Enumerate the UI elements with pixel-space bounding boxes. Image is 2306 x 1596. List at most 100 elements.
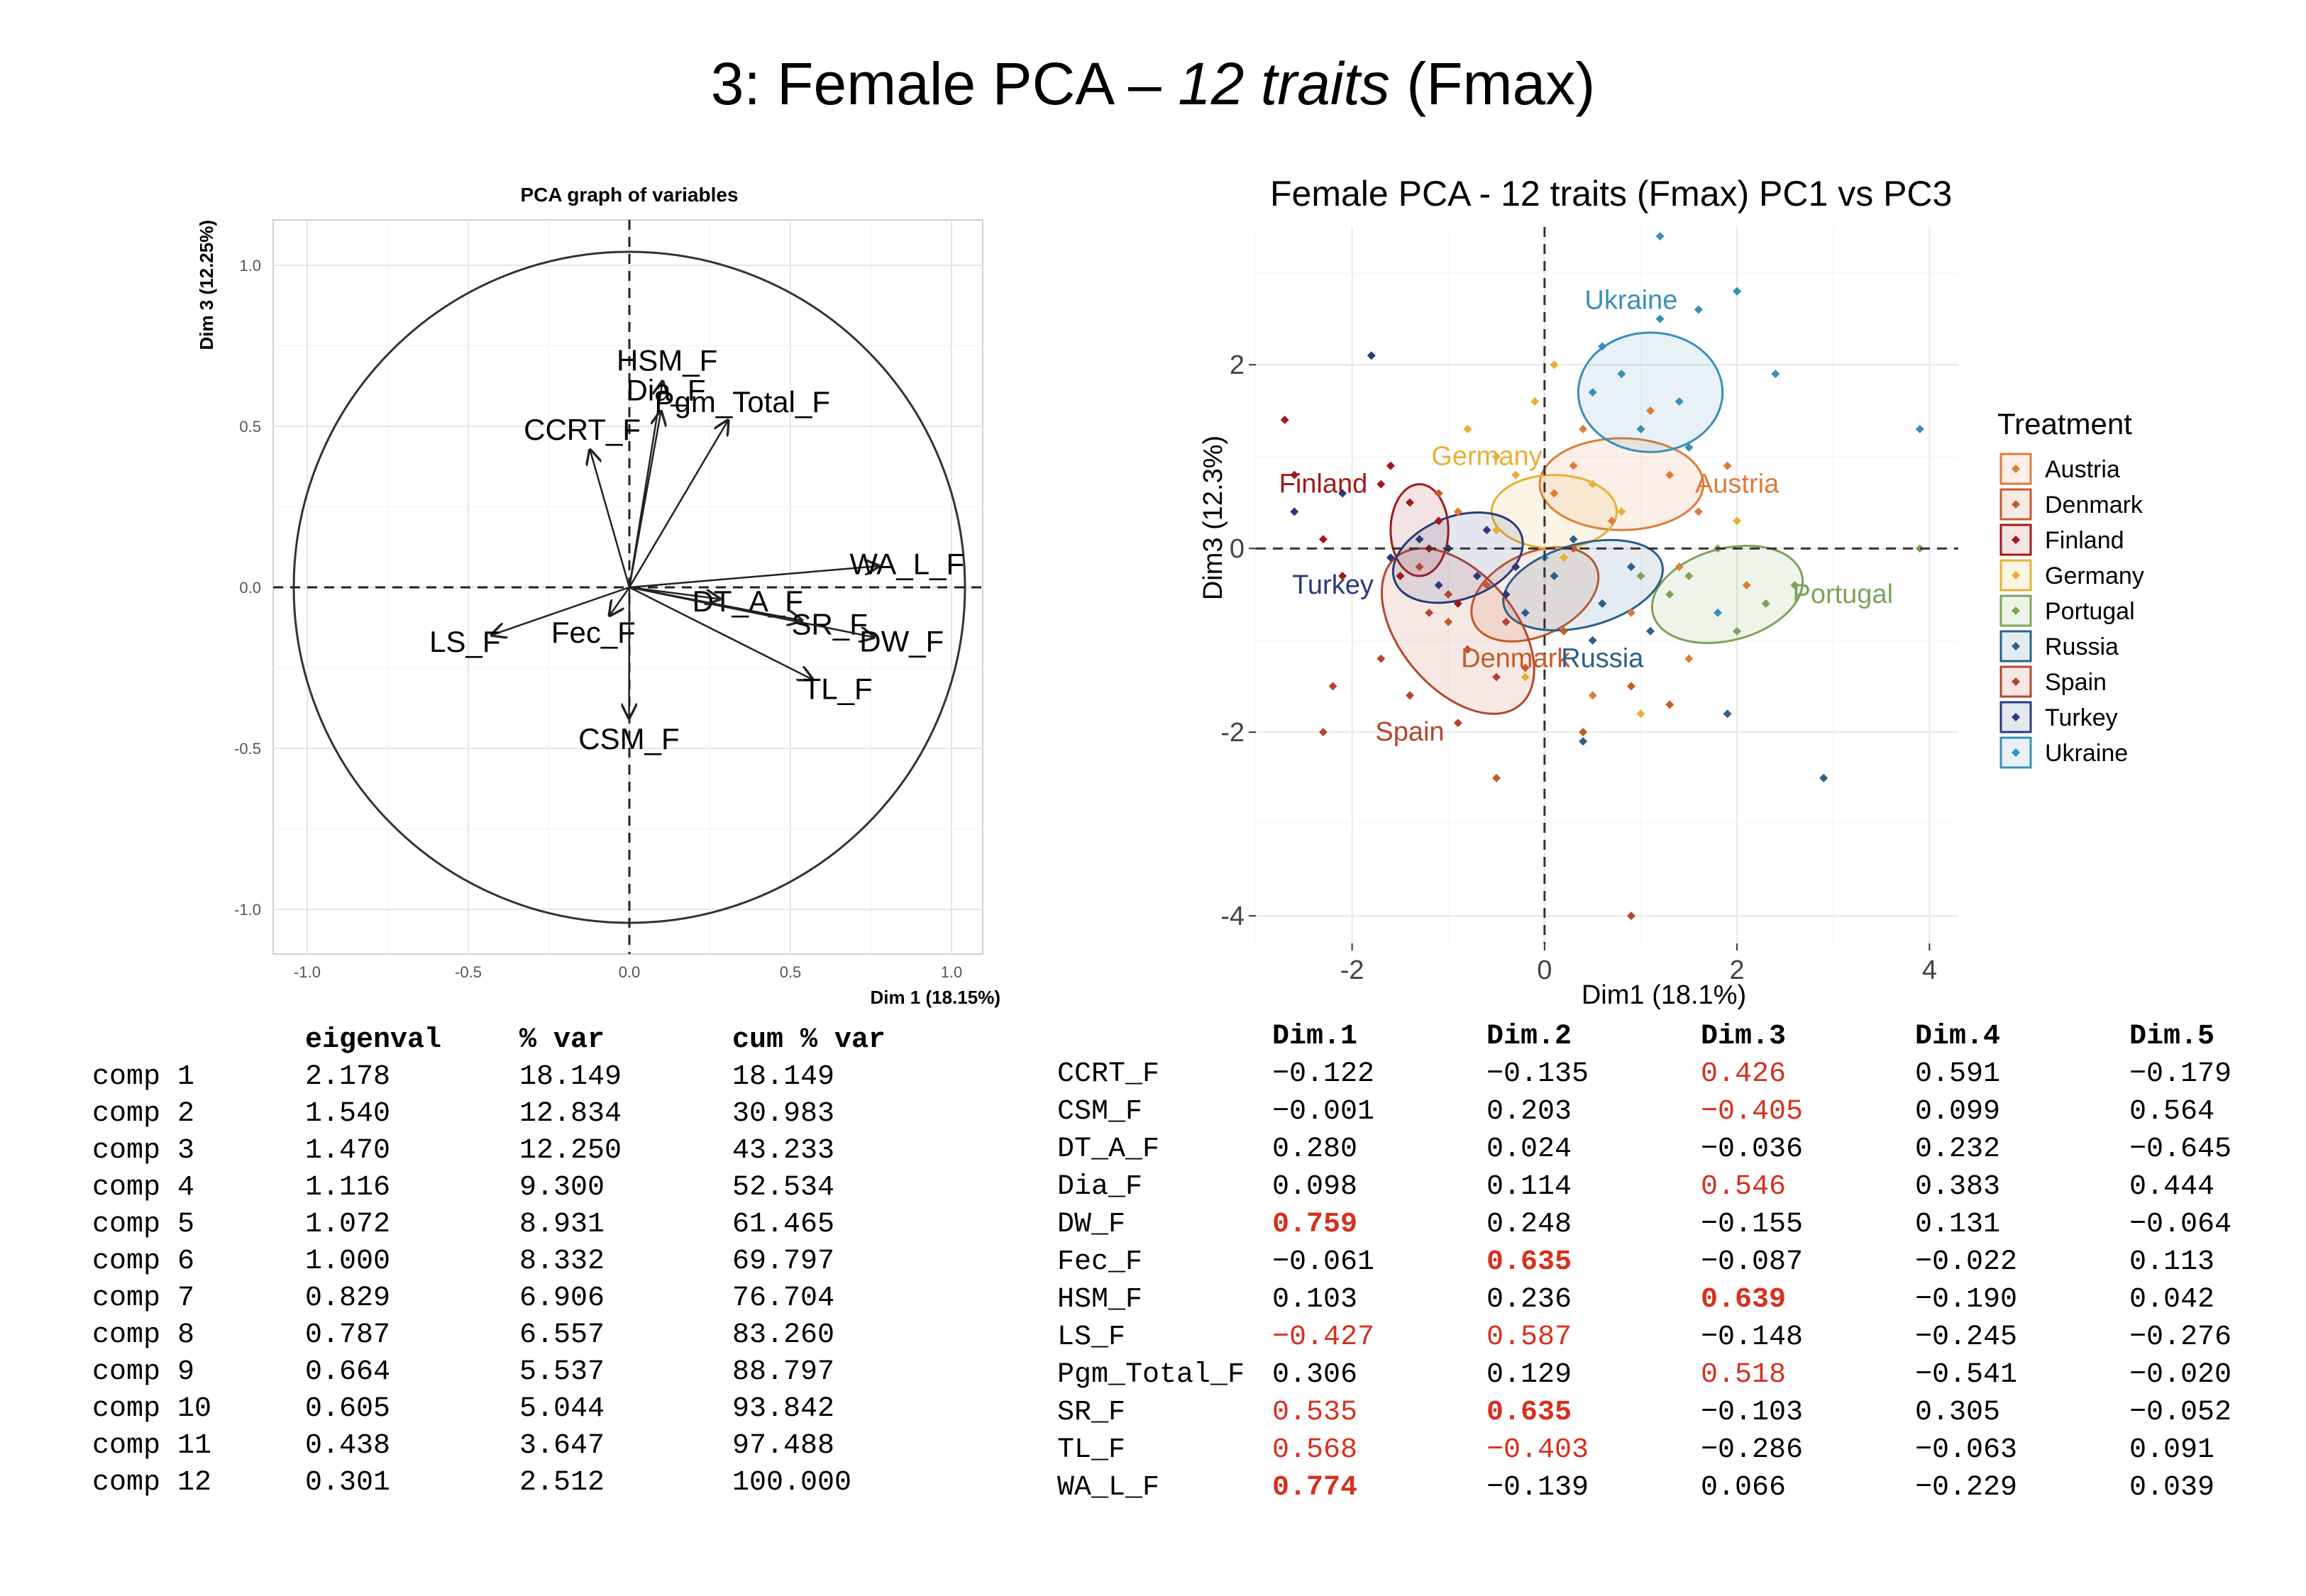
variable-label: DW_F [859,624,944,658]
pca-variables-chart: -1.0 -1.0 -0.5 -0.5 0.0 0.0 0.5 0.5 1.0 1.0 HSM_F… [196,184,1000,1008]
data-point [1684,443,1694,452]
tick-labels: -1.0 -1.0 -0.5 -0.5 0.0 0.0 0.5 0.5 1.0 1.0 [234,257,962,981]
variable-arrow [629,566,878,589]
table-row: Dia_F 0.098 0.114 0.546 0.383 0.444 [1057,1168,2243,1206]
group-label: Portugal [1792,580,1893,609]
table-cell: 30.983 [732,1097,835,1130]
legend-label: Spain [2045,669,2107,696]
data-point [1463,424,1472,433]
data-point [1425,608,1434,617]
table-cell: comp 5 [92,1208,195,1241]
legend-label: Denmark [2045,492,2144,519]
data-point [1636,424,1645,433]
table-cell: −0.405 [1701,1096,1804,1128]
data-point [1318,728,1328,737]
data-point [1338,572,1347,581]
table-cell: comp 2 [92,1097,195,1130]
table-cell: 2.178 [305,1060,391,1093]
table-cell: 0.114 [1486,1171,1572,1203]
data-point [1626,563,1635,572]
table-row: TL_F 0.568 −0.403 −0.286 −0.063 0.091 [1057,1431,2243,1469]
data-point [1338,489,1347,498]
legend-label: Portugal [2045,598,2135,625]
data-point [1559,626,1568,636]
legend-key [1999,488,2032,521]
data-point [1655,231,1665,240]
table-cell: 1.540 [305,1097,391,1130]
table-cell: −0.645 [2129,1134,2232,1165]
table-row: Pgm_Total_F 0.306 0.129 0.518 −0.541 −0.020 [1057,1356,2243,1394]
table-row: CCRT_F −0.122 −0.135 0.426 0.591 −0.179 [1057,1055,2243,1093]
table-cell: 52.534 [732,1171,835,1204]
table-cell: 12.834 [519,1097,622,1130]
legend-marker [2012,713,2020,721]
title-suffix: (Fmax) [1389,50,1596,117]
table-cell: 1.116 [305,1171,391,1204]
data-point [1579,737,1588,746]
data-point [1626,682,1635,691]
data-point [1290,507,1299,516]
table-row: comp 2 1.540 12.834 30.983 [92,1095,945,1132]
data-point [1742,581,1751,589]
data-point [1530,397,1540,406]
table-cell: 0.129 [1486,1359,1572,1391]
data-point [1501,617,1511,626]
data-point [1492,672,1501,682]
group-label: Germany [1431,442,1542,472]
data-point [1723,709,1732,719]
x-axis-label: Dim 1 (18.15%) [870,987,1000,1008]
table-cell: 0.203 [1486,1096,1572,1128]
table-cell: comp 8 [92,1319,195,1351]
group-label: Denmark [1461,644,1571,674]
table-cell: 0.236 [1486,1284,1572,1316]
table-cell: 6.557 [519,1319,605,1351]
y-tick-label: 0 [1230,534,1245,564]
table-row: Fec_F −0.061 0.635 −0.087 −0.022 0.113 [1057,1243,2243,1281]
table-cell: CCRT_F [1057,1058,1160,1090]
data-point [1482,526,1491,535]
x-axis-label: Dim1 (18.1%) [1582,980,1746,1010]
x-tick-label: -0.5 [455,963,482,981]
table-cell: 0.280 [1272,1134,1358,1165]
table-cell: −0.052 [2129,1397,2232,1429]
x-tick-label: 1.0 [941,963,963,981]
data-point [1761,599,1770,608]
table-cell: DT_A_F [1057,1134,1160,1165]
table-row: WA_L_F 0.774 −0.139 0.066 −0.229 0.039 [1057,1469,2243,1507]
data-point [1405,498,1414,507]
data-point [1521,608,1530,617]
header-cell: eigenval [305,1024,442,1056]
data-point [1646,626,1655,636]
table-cell: SR_F [1057,1397,1126,1429]
data-point [1588,636,1597,645]
table-row: DT_A_F 0.280 0.024 −0.036 0.232 −0.645 [1057,1131,2243,1168]
legend: Austria Denmark Finland Germany Portugal Russ… [1999,453,2144,769]
data-point [1453,507,1462,516]
table-cell: −0.036 [1701,1134,1804,1165]
grid [273,220,983,954]
title-italic: 12 traits [1178,50,1390,117]
variable-arrow [628,421,728,588]
data-point [1588,388,1597,397]
data-point [1588,691,1597,700]
group-ellipse [1538,437,1705,531]
data-point [1684,654,1694,663]
legend-marker [2012,677,2020,686]
data-point [1377,654,1386,663]
table-cell: 0.066 [1701,1472,1787,1504]
data-point [1675,397,1684,406]
table-cell: 0.131 [1915,1209,2001,1241]
table-cell: comp 9 [92,1356,195,1388]
legend-marker [2012,642,2020,650]
table-cell: 8.332 [519,1245,605,1278]
table-cell: LS_F [1057,1321,1126,1353]
table-cell: −0.087 [1701,1246,1804,1278]
data-point [1713,608,1722,617]
table-cell: 100.000 [732,1466,852,1499]
data-point [1472,572,1482,581]
table-cell: −0.061 [1272,1246,1375,1278]
legend-label: Ukraine [2045,740,2128,767]
data-point [1463,645,1472,654]
chart-title: Female PCA - 12 traits (Fmax) PC1 vs PC3 [1270,174,1952,214]
